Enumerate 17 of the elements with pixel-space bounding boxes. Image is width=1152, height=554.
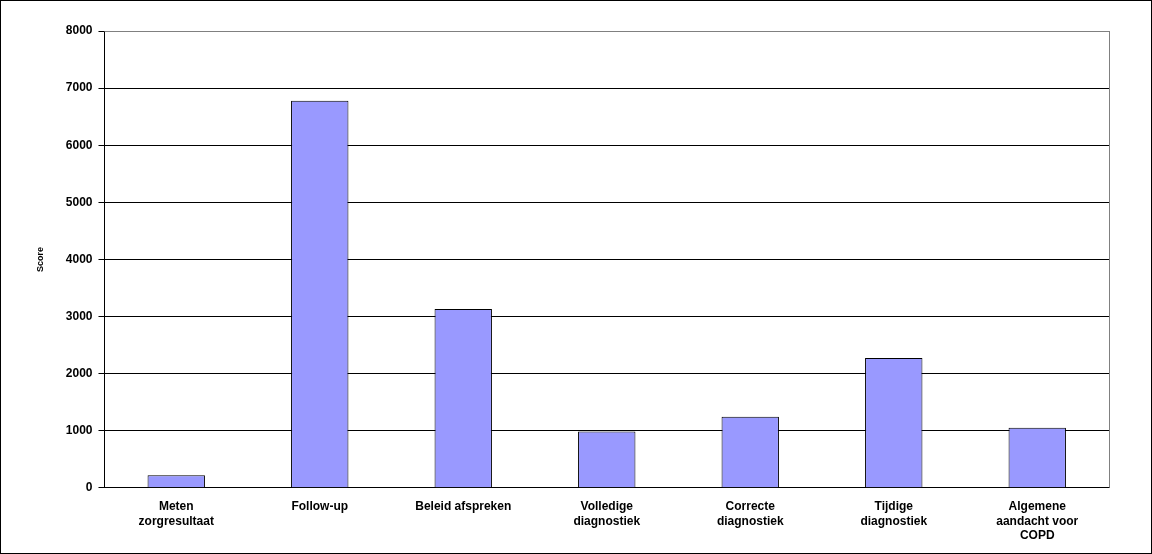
y-tick-label: 7000 [65,80,93,95]
y-tick-label: 0 [85,480,93,495]
x-tick-label: Tijdige diagnostiek [860,499,928,528]
x-tick-label: Volledige diagnostiek [573,499,641,528]
y-tick-label: 3000 [65,308,93,323]
y-tick-label: 4000 [65,251,93,266]
x-tick-label: Correcte diagnostiek [716,499,784,528]
y-axis-title: Score [34,246,45,272]
x-tick-label: Algemene aandacht voor COPD [996,499,1079,543]
y-tick-label: 5000 [65,194,93,209]
y-tick-label: 8000 [65,23,93,38]
y-tick-label: 1000 [65,423,93,438]
x-tick-label: Beleid afspreken [415,499,512,514]
x-tick-label: Meten zorgresultaat [138,499,214,528]
x-tick-label: Follow-up [291,499,349,514]
y-tick-label: 6000 [65,137,93,152]
y-tick-label: 2000 [65,365,93,380]
